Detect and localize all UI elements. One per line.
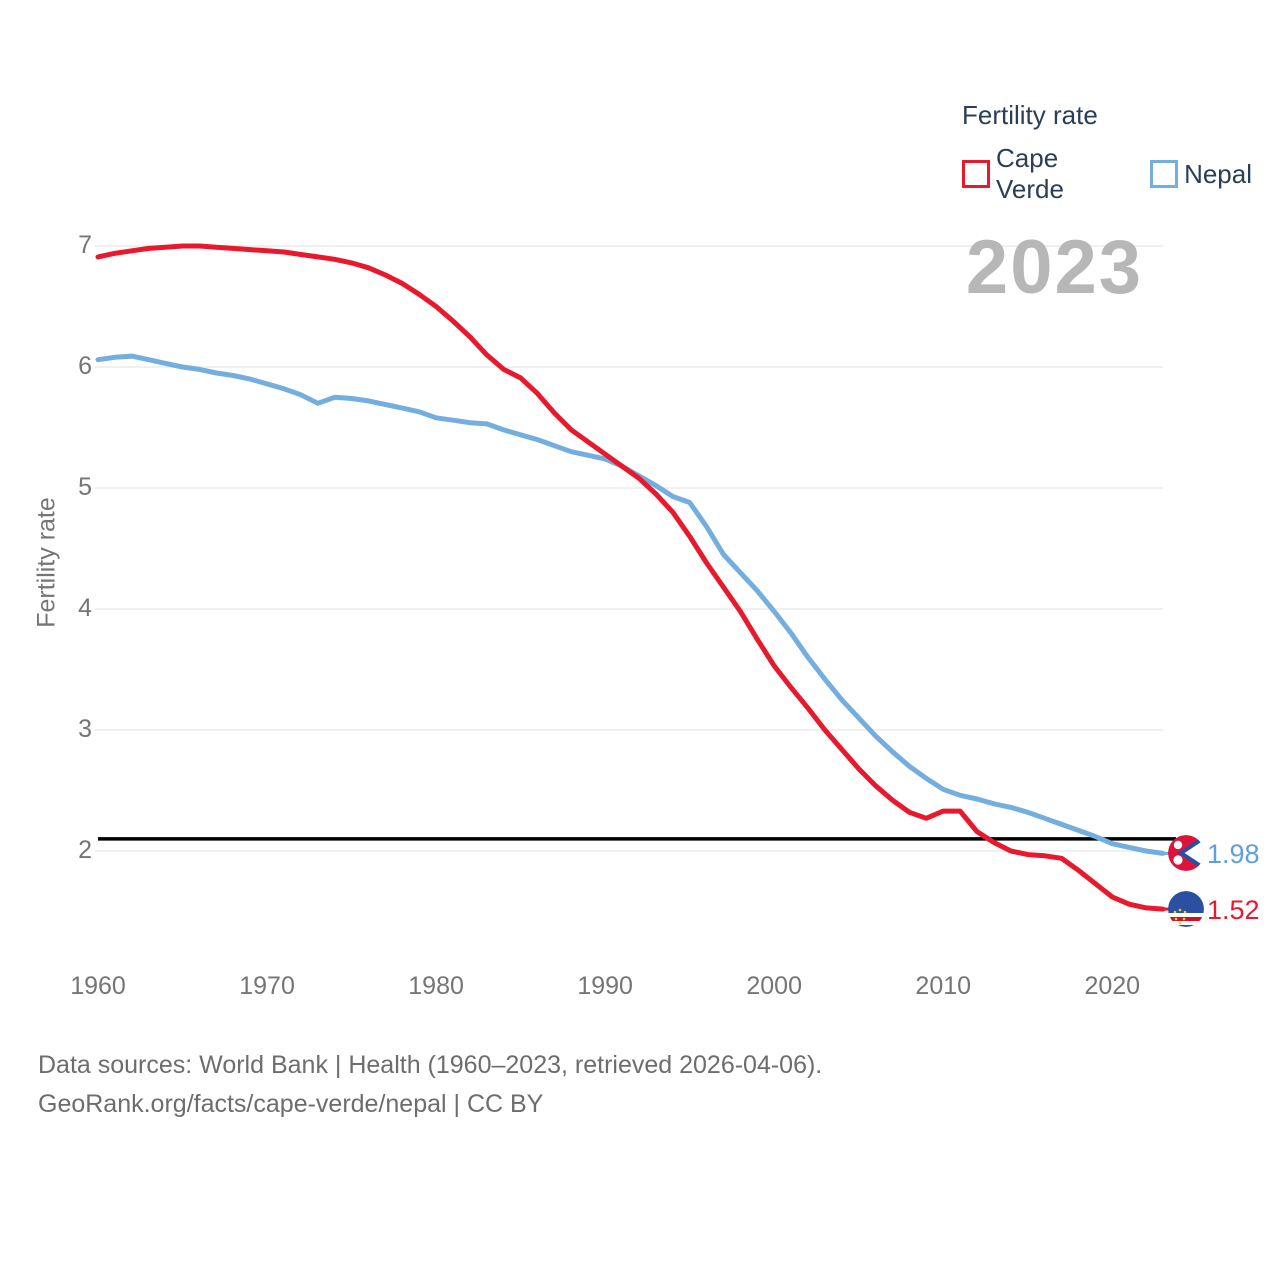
y-tick-6: 6	[78, 352, 92, 380]
chart-footer: Data sources: World Bank | Health (1960–…	[38, 1046, 822, 1124]
x-tick-1990: 1990	[577, 972, 633, 1000]
x-tick-1960: 1960	[70, 972, 126, 1000]
x-tick-1980: 1980	[408, 972, 464, 1000]
data-sources-line: Data sources: World Bank | Health (1960–…	[38, 1051, 823, 1079]
y-tick-4: 4	[78, 594, 92, 622]
y-tick-7: 7	[78, 231, 92, 259]
cape-verde-legend-label[interactable]: Cape Verde	[996, 143, 1064, 204]
y-tick-3: 3	[78, 715, 92, 743]
x-tick-2020: 2020	[1084, 972, 1141, 1000]
nepal-legend-label[interactable]: Nepal	[1184, 158, 1252, 189]
x-tick-1970: 1970	[239, 972, 295, 1000]
y-tick-5: 5	[78, 473, 92, 501]
y-tick-2: 2	[78, 836, 92, 864]
cape-verde-end-value: 1.52	[1207, 895, 1260, 925]
attribution-line: GeoRank.org/facts/cape-verde/nepal | CC …	[38, 1090, 544, 1118]
series-line-nepal[interactable]	[95, 353, 1166, 856]
cape-verde-legend-swatch[interactable]	[962, 160, 990, 188]
nepal-end-value: 1.98	[1207, 839, 1260, 869]
year-watermark: 2023	[965, 225, 1143, 310]
series-line-cape-verde[interactable]	[95, 243, 1166, 912]
x-tick-2000: 2000	[746, 972, 802, 1000]
x-tick-2010: 2010	[915, 972, 972, 1000]
legend-title: Fertility rate	[962, 100, 1098, 130]
chart-legend: Fertility rate Cape Verde Nepal	[962, 100, 1252, 205]
nepal-flag-icon	[1168, 835, 1204, 871]
nepal-legend-swatch[interactable]	[1150, 160, 1179, 188]
cape-verde-flag-icon	[1168, 891, 1204, 927]
